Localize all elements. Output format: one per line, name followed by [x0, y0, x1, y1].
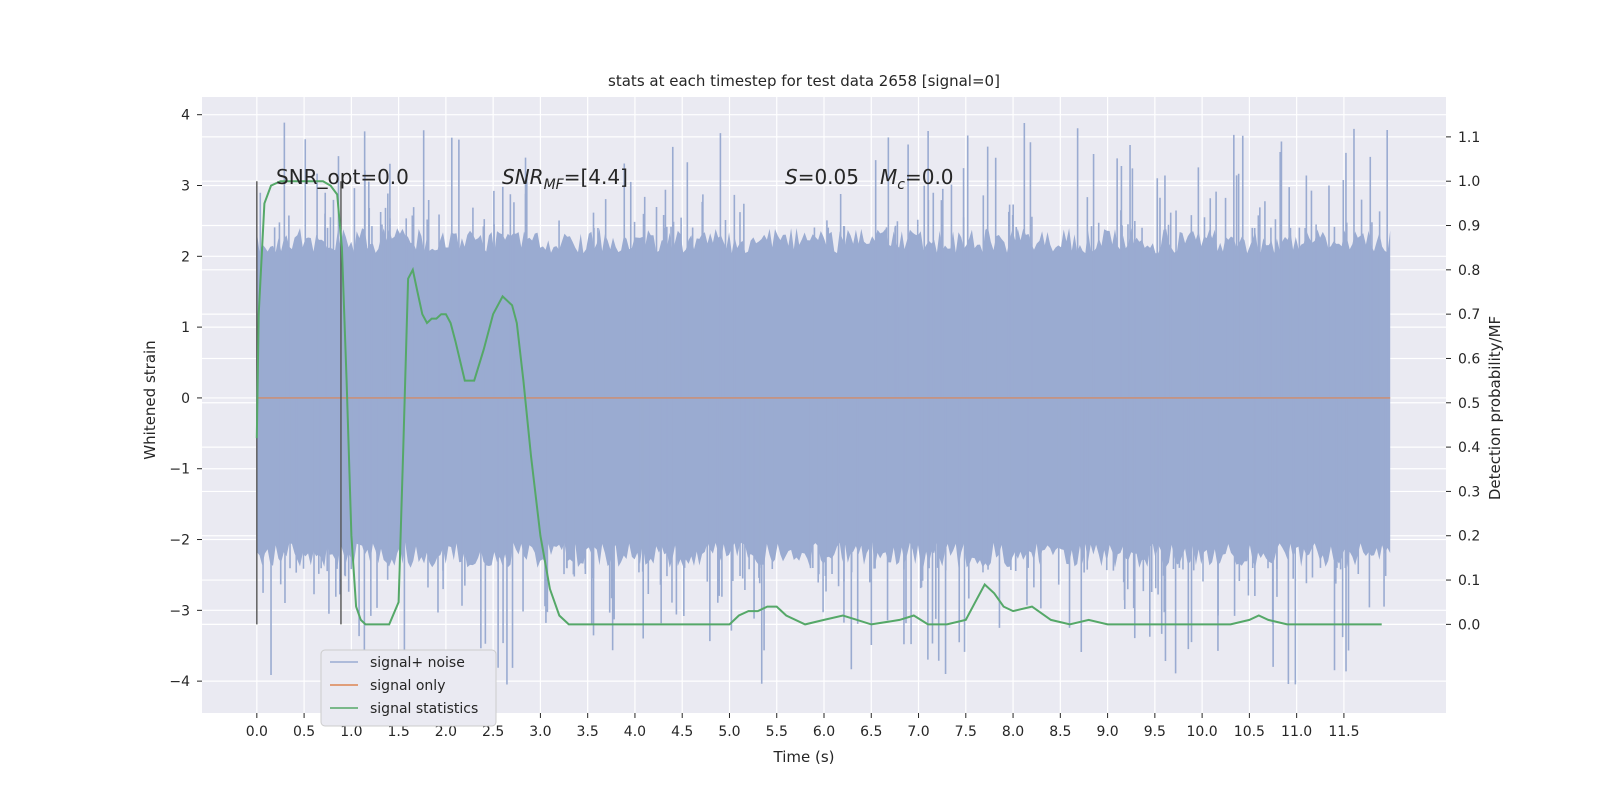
y-right-tick-label: 0.2: [1458, 529, 1480, 545]
x-axis-label: Time (s): [773, 748, 835, 766]
x-tick-label: 5.5: [766, 724, 788, 740]
legend-label-noise: signal+ noise: [370, 655, 465, 671]
y-left-tick-label: 3: [181, 179, 190, 195]
x-tick-label: 7.0: [907, 724, 929, 740]
x-tick-label: 7.5: [955, 724, 977, 740]
y-right-tick-label: 0.3: [1458, 484, 1480, 500]
x-tick-label: 6.5: [860, 724, 882, 740]
mc-value: =0.0: [905, 165, 954, 189]
x-tick-label: 0.0: [246, 724, 268, 740]
y-right-axis-ticks: 1.1 1.0 0.9 0.8 0.7 0.6 0.5 0.4 0.3 0.2 0.1 0.0: [1446, 130, 1480, 633]
y-right-tick-label: 0.9: [1458, 219, 1480, 235]
y-right-tick-label: 0.7: [1458, 307, 1480, 323]
x-tick-label: 9.5: [1144, 724, 1166, 740]
y-right-tick-label: 1.0: [1458, 174, 1480, 190]
x-tick-label: 4.0: [624, 724, 646, 740]
y-left-tick-label: −3: [169, 603, 190, 619]
x-tick-label: 3.0: [529, 724, 551, 740]
x-tick-label: 10.5: [1234, 724, 1265, 740]
signal-statistics-line: [255, 180, 1382, 626]
x-tick-label: 9.0: [1096, 724, 1118, 740]
y-left-tick-label: −1: [169, 462, 190, 478]
x-tick-label: 0.5: [293, 724, 315, 740]
chart-title: stats at each timestep for test data 265…: [608, 72, 1000, 90]
x-tick-label: 11.0: [1281, 724, 1312, 740]
legend: signal+ noise signal only signal statist…: [320, 649, 497, 727]
legend-box: [320, 649, 497, 727]
x-tick-label: 1.0: [340, 724, 362, 740]
x-tick-label: 10.0: [1187, 724, 1218, 740]
x-tick-label: 3.5: [577, 724, 599, 740]
x-tick-label: 4.5: [671, 724, 693, 740]
y-left-tick-label: 4: [181, 108, 190, 124]
legend-label-signal: signal only: [370, 678, 445, 694]
y-right-tick-label: 0.0: [1458, 617, 1480, 633]
y-left-axis-ticks: 4 3 2 1 0 −1 −2 −3 −4: [169, 108, 202, 690]
y-right-axis-label: Detection probability/MF: [1486, 316, 1504, 500]
snr-mf-value: =[4.4]: [564, 165, 628, 189]
s-value: =0.05: [798, 165, 859, 189]
y-right-tick-label: 0.5: [1458, 396, 1480, 412]
x-tick-label: 8.0: [1002, 724, 1024, 740]
y-left-tick-label: −2: [169, 533, 190, 549]
y-left-tick-label: −4: [169, 674, 190, 690]
y-left-tick-label: 0: [181, 391, 190, 407]
y-right-tick-label: 0.1: [1458, 573, 1480, 589]
y-left-axis-label: Whitened strain: [141, 340, 159, 459]
s-annotation: S=0.05: [785, 165, 859, 189]
y-left-tick-label: 1: [181, 320, 190, 336]
y-right-tick-label: 1.1: [1458, 130, 1480, 146]
x-tick-label: 5.0: [718, 724, 740, 740]
x-tick-label: 1.5: [387, 724, 409, 740]
x-tick-label: 8.5: [1049, 724, 1071, 740]
x-tick-label: 11.5: [1328, 724, 1359, 740]
x-tick-label: 2.0: [435, 724, 457, 740]
noise-spikes: [259, 122, 1388, 685]
mc-annotation: Mc=0.0: [880, 165, 954, 193]
y-left-tick-label: 2: [181, 249, 190, 265]
legend-label-stats: signal statistics: [370, 701, 478, 717]
snr-mf-annotation: SNRMF=[4.4]: [502, 165, 628, 193]
snr-opt-annotation: SNR_opt=0.0: [276, 165, 409, 189]
x-axis-ticks: 0.0 0.5 1.0 1.5 2.0 2.5 3.0 3.5 4.0 4.5 5.0 5.5 6.0 6…: [246, 713, 1359, 740]
x-tick-label: 6.0: [813, 724, 835, 740]
plot-area: [255, 122, 1391, 685]
x-tick-label: 2.5: [482, 724, 504, 740]
y-right-tick-label: 0.8: [1458, 263, 1480, 279]
y-right-tick-label: 0.4: [1458, 440, 1480, 456]
y-right-tick-label: 0.6: [1458, 351, 1480, 367]
